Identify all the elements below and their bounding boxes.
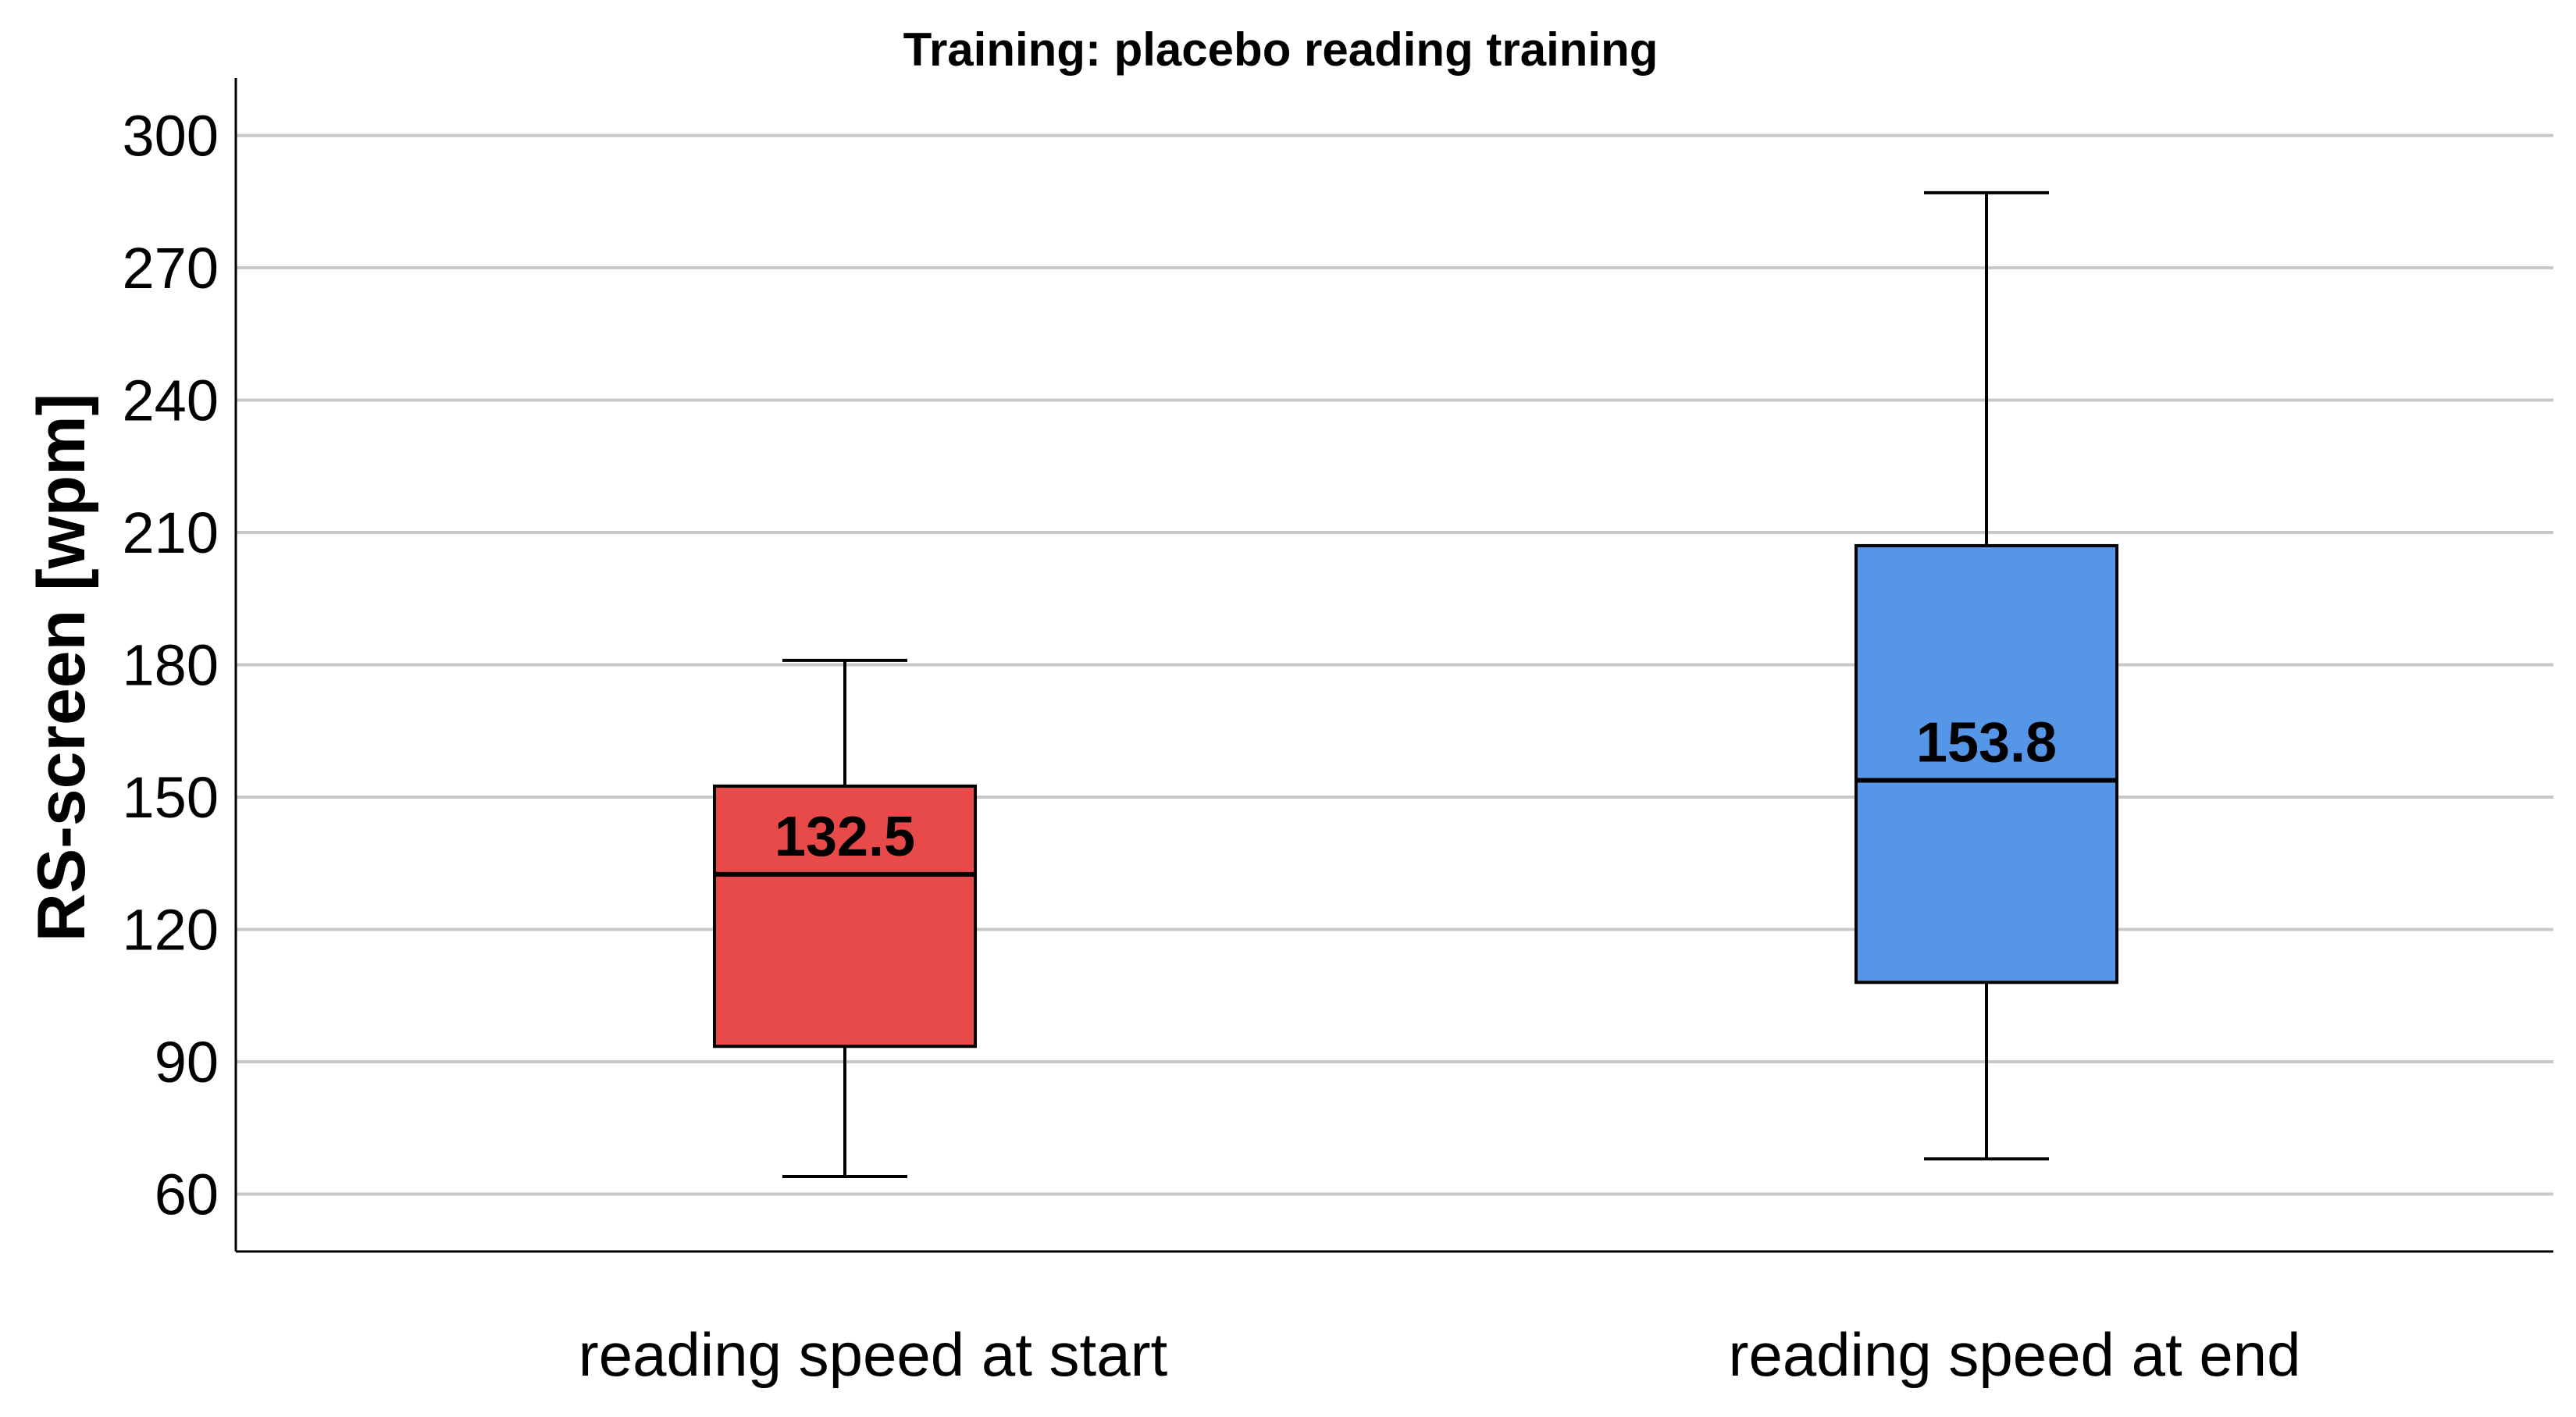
y-tick-label: 60 bbox=[155, 1162, 219, 1227]
y-tick-label: 120 bbox=[123, 898, 219, 963]
median-data-label: 132.5 bbox=[775, 806, 915, 868]
y-tick-label: 150 bbox=[123, 765, 219, 830]
y-tick-label: 90 bbox=[155, 1030, 219, 1095]
y-tick-label: 240 bbox=[123, 368, 219, 433]
box-group: 153.8 bbox=[1855, 190, 2118, 1161]
y-tick-label: 180 bbox=[123, 633, 219, 698]
y-axis-ticks: 60 90 120 150 180 210 240 270 300 bbox=[123, 103, 219, 1227]
median-data-label: 153.8 bbox=[1916, 712, 2057, 774]
chart-title: Training: placebo reading training bbox=[903, 23, 1659, 76]
x-axis-ticks: reading speed at start reading speed at e… bbox=[579, 1320, 2301, 1389]
y-tick-label: 210 bbox=[123, 500, 219, 565]
boxes: 132.5 153.8 bbox=[713, 190, 2118, 1178]
box-group: 132.5 bbox=[713, 658, 977, 1178]
x-tick-label: reading speed at end bbox=[1729, 1320, 2301, 1389]
x-tick-label: reading speed at start bbox=[579, 1320, 1168, 1389]
y-axis-label: RS-screen [wpm] bbox=[24, 393, 99, 942]
iqr-box bbox=[713, 784, 977, 1049]
y-tick-label: 300 bbox=[123, 103, 219, 168]
gridlines bbox=[236, 134, 2553, 1196]
y-tick-label: 270 bbox=[123, 236, 219, 301]
iqr-box bbox=[1855, 543, 2118, 984]
